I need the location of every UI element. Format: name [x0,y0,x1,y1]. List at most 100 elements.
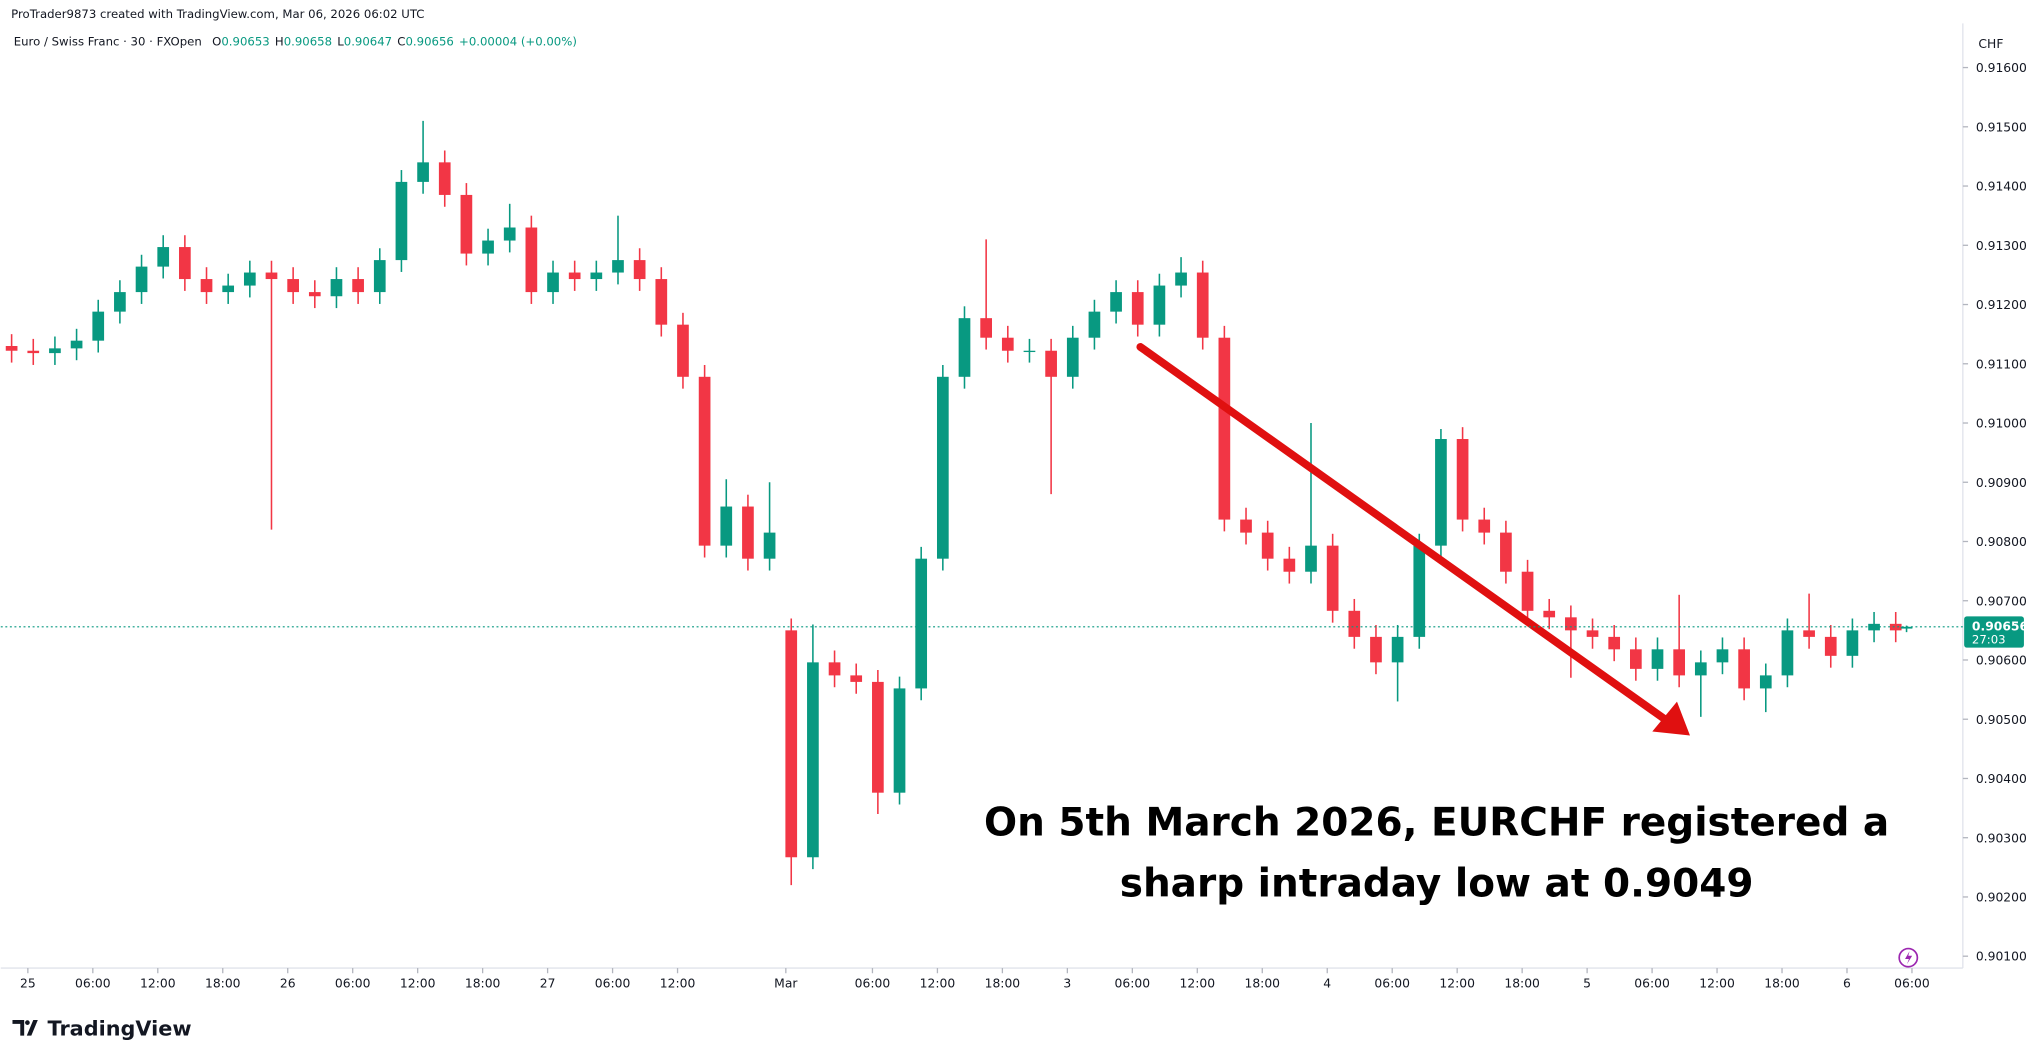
y-tick-label: 0.90200 [1976,891,2027,905]
ohlc-key: H [275,34,284,48]
candle-body [1781,630,1794,676]
candle-body [1738,649,1750,689]
y-tick-label: 0.90900 [1976,476,2027,490]
candle-body [114,292,126,312]
x-tick-label: 18:00 [465,977,501,991]
candle-body [222,285,235,293]
candle-body [698,376,711,546]
candle-body [850,675,863,682]
candle-body [525,227,538,293]
y-tick-label: 0.91000 [1976,417,2027,431]
candle-body [763,532,776,559]
y-tick-label: 0.90300 [1976,831,2027,845]
candle-body [872,681,884,793]
ohlc-value: 0.90656 [405,34,453,48]
y-tick-label: 0.90600 [1976,654,2027,668]
candle-body [503,227,516,241]
candle-body [720,506,733,546]
y-tick-label: 0.91500 [1976,120,2027,134]
x-tick-label: 18:00 [1764,977,1800,991]
candle-body [352,279,364,293]
candle-body [1824,636,1837,656]
arrow-shaft [1136,343,1677,729]
candle-body [395,181,408,261]
x-tick-label: 12:00 [660,977,696,991]
candle-body [287,279,299,293]
candle-body [742,506,754,559]
candle-body [1110,292,1122,312]
candle-body [1543,610,1556,618]
candle-body [785,630,798,858]
candle-body [1673,649,1686,676]
candle-body [1283,558,1296,572]
candle-body [1153,285,1166,325]
candle-body [915,558,928,689]
candle-body [438,162,451,195]
x-tick-label: 06:00 [75,977,111,991]
alert-icon[interactable] [1898,947,1919,968]
candle-body [200,279,213,293]
candle-body [936,376,949,559]
candle-body [5,345,18,351]
candle-body [677,324,689,377]
candle-body [1629,649,1642,669]
x-tick-label: 18:00 [205,977,241,991]
candles [5,120,1913,886]
candle-body [1261,532,1274,559]
candle-body [1565,617,1577,631]
ohlc-key: O [212,34,221,48]
x-tick-label: 18:00 [1245,977,1281,991]
candle-body [1803,630,1815,637]
candle-body [568,272,581,280]
candle-body [1391,636,1404,663]
x-tick-label: 06:00 [1374,977,1410,991]
x-tick-label: 25 [20,977,36,991]
candle-body [1500,532,1512,572]
y-tick-label: 0.90500 [1976,713,2027,727]
candle-body [633,260,646,280]
candle-body [1586,630,1599,637]
candle-body [1326,545,1339,611]
candle-body [1088,311,1101,338]
annotation-line: sharp intraday low at 0.9049 [1120,862,1754,907]
candle-body [179,247,191,280]
ohlc-value: 0.90647 [344,34,392,48]
y-tick-label: 0.90400 [1976,772,2027,786]
candle-body [1846,630,1859,656]
candle-body [980,318,992,338]
x-tick-label: 12:00 [1699,977,1735,991]
last-price-label: 0.90656 [1972,620,2028,634]
candle-body [243,272,256,286]
x-tick-label: 06:00 [1894,977,1930,991]
candle-body [1868,623,1880,631]
y-tick-label: 0.91200 [1976,298,2027,312]
currency-label: CHF [1978,37,2003,51]
ohlc-key: C [397,34,405,48]
logo-text: TradingView [48,1017,192,1041]
y-tick-label: 0.90100 [1976,950,2027,964]
candle-body [70,340,83,349]
candle-body [1370,636,1382,663]
logo: TradingView [12,1017,192,1041]
ohlc-key: L [337,34,344,48]
y-tick-label: 0.91400 [1976,180,2027,194]
x-tick-label: 12:00 [400,977,436,991]
x-tick-label: Mar [774,977,798,991]
annotation-line: On 5th March 2026, EURCHF registered a [984,801,1889,846]
candle-body [27,350,40,354]
ohlc-value: 0.90653 [221,34,269,48]
arrow-head [1652,701,1690,736]
candle-body [417,162,429,182]
candle-body [1521,571,1534,611]
x-tick-label: 3 [1063,977,1071,991]
x-tick-label: 27 [540,977,556,991]
x-tick-label: 12:00 [1180,977,1216,991]
candle-body [828,662,841,676]
candle-body [655,279,668,325]
x-tick-label: 5 [1583,977,1591,991]
candle-body [1694,662,1707,676]
symbol-header: Euro / Swiss Franc · 30 · FXOpen O0.90653… [14,34,577,48]
candle-body [1716,649,1729,663]
candle-body [157,247,170,267]
